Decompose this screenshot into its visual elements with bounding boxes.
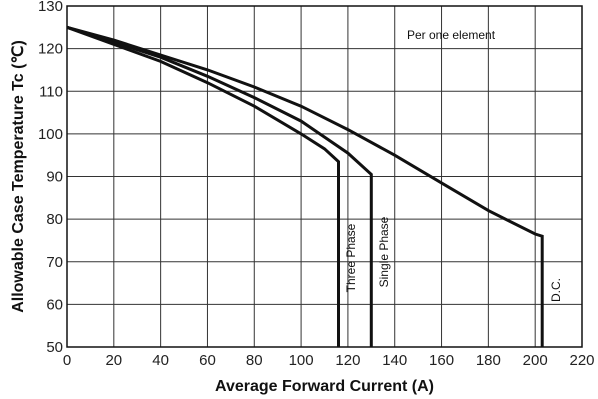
series-label-single-phase: Single Phase xyxy=(377,216,391,287)
x-tick-label: 40 xyxy=(152,352,169,369)
series-label-three-phase: Three Phase xyxy=(344,223,358,292)
y-tick-label: 90 xyxy=(46,169,63,186)
x-tick-label: 120 xyxy=(335,352,360,369)
x-tick-label: 180 xyxy=(476,352,501,369)
x-tick-label: 80 xyxy=(246,352,263,369)
plot-frame xyxy=(66,5,583,348)
series-line-d-c xyxy=(66,25,544,347)
series-line-three-phase xyxy=(66,25,340,347)
series-labels: Three Phase Single Phase D.C. xyxy=(344,216,563,302)
y-tick-label: 80 xyxy=(46,211,63,228)
series-label-d-c: D.C. xyxy=(549,278,563,302)
x-tick-label: 60 xyxy=(199,352,216,369)
y-axis-label: Allowable Case Temperature Tc (℃) xyxy=(10,40,27,313)
x-tick-label: 140 xyxy=(382,352,407,369)
y-tick-label: 110 xyxy=(39,83,63,100)
x-tick-label: 100 xyxy=(289,352,314,369)
grid-lines xyxy=(66,5,583,348)
per-element-annotation: Per one element xyxy=(407,28,496,42)
x-tick-label: 160 xyxy=(429,352,454,369)
series-lines xyxy=(66,25,544,347)
y-tick-label: 120 xyxy=(38,41,63,58)
x-tick-label: 0 xyxy=(63,352,71,369)
y-tick-label: 70 xyxy=(46,254,63,271)
y-tick-label: 130 xyxy=(38,0,63,15)
series-line-single-phase xyxy=(66,25,373,347)
x-tick-label: 200 xyxy=(523,352,548,369)
y-tick-label: 50 xyxy=(46,339,63,356)
tick-labels: 0 20 40 60 80 100 120 140 160 180 200 220 50 60 70 80 90… xyxy=(38,0,595,369)
x-tick-label: 220 xyxy=(569,352,594,369)
x-axis-label: Average Forward Current (A) xyxy=(215,378,434,395)
plot-border xyxy=(66,5,583,348)
x-tick-label: 20 xyxy=(105,352,122,369)
y-tick-label: 100 xyxy=(38,126,63,143)
y-tick-label: 60 xyxy=(46,296,63,313)
